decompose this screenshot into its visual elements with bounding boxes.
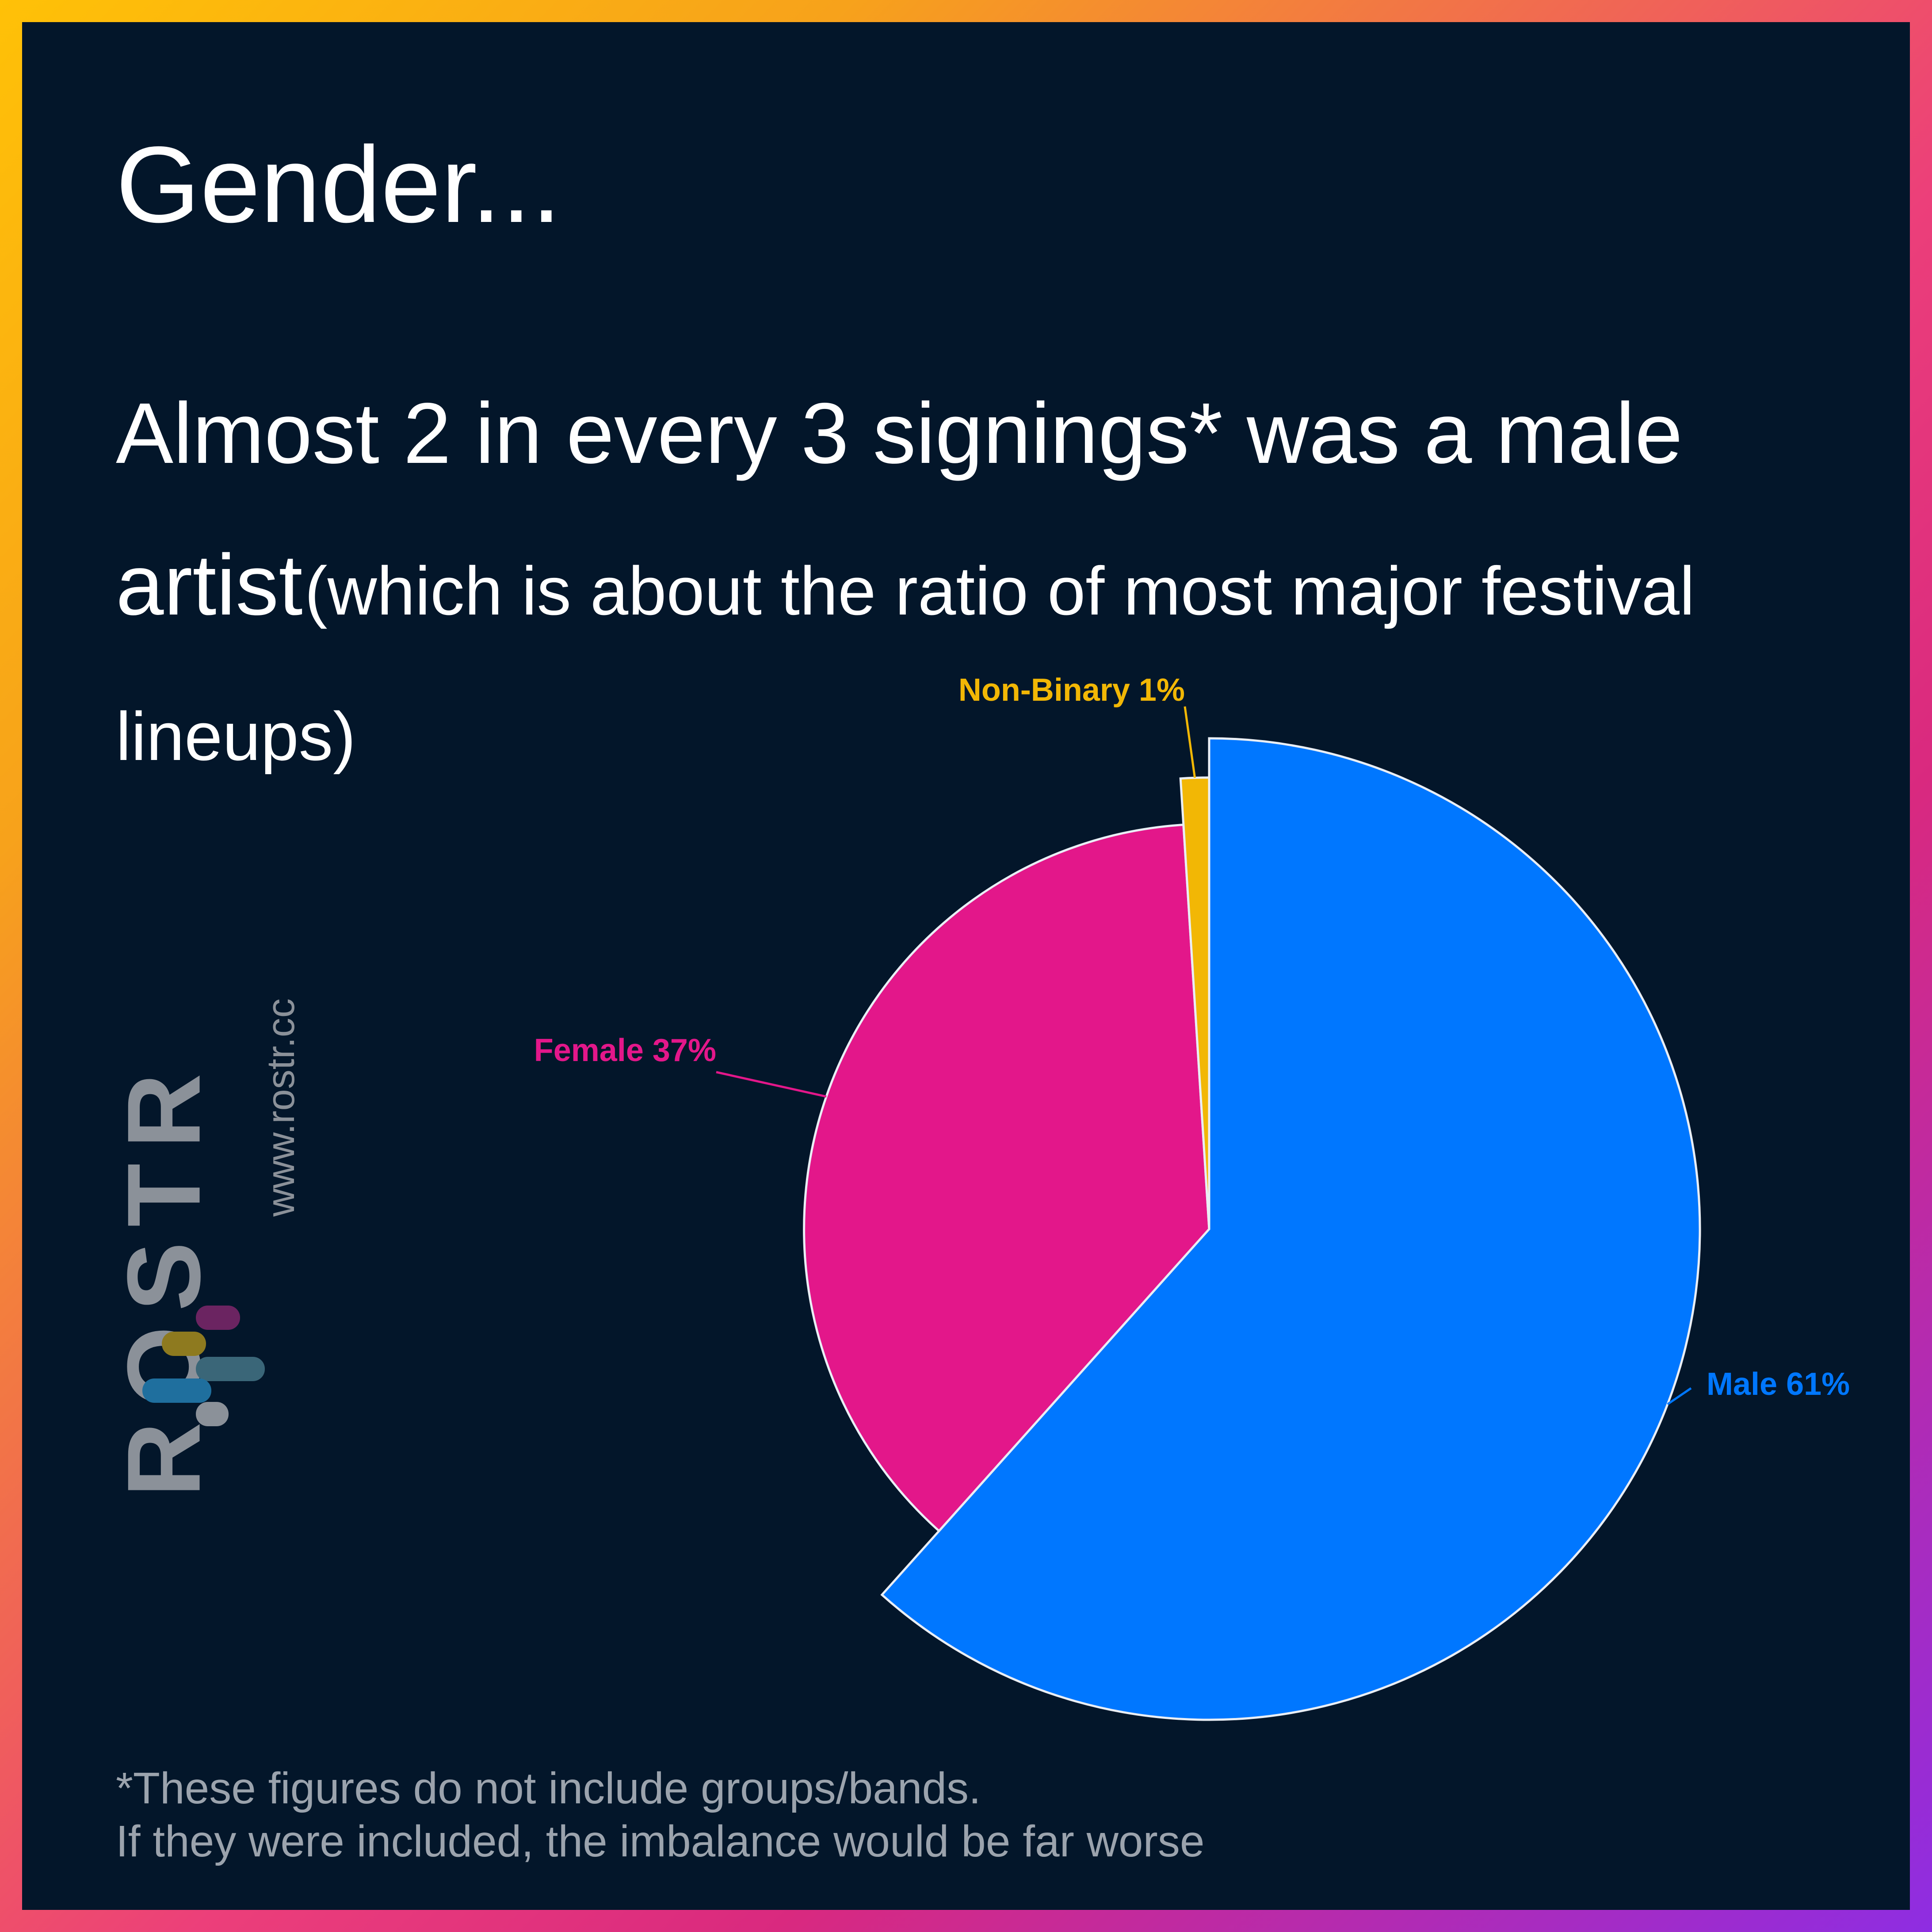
- logo-bar-4: [142, 1378, 211, 1403]
- pie-slice-non-binary: [1179, 776, 1210, 1229]
- data-label-non-binary: Non-Binary 1%: [958, 672, 1185, 708]
- logo-bar-1: [196, 1306, 240, 1330]
- logo-icon: [142, 1306, 265, 1426]
- subtitle-note: (which is about the ratio of most major …: [116, 553, 1695, 775]
- footnote-line-1: *These figures do not include groups/ban…: [116, 1764, 981, 1813]
- leader-line-male: [1667, 1387, 1692, 1405]
- page-title: Gender...: [116, 124, 561, 245]
- data-label-female: Female 37%: [534, 1033, 716, 1068]
- footnote-line-2: If they were included, the imbalance wou…: [116, 1817, 1205, 1866]
- subtitle: Almost 2 in every 3 signings* was a male…: [116, 371, 1840, 820]
- pie-slice-male: [880, 737, 1701, 1721]
- logo-bar-3: [196, 1357, 265, 1381]
- leader-line-non-binary: [1184, 706, 1196, 778]
- data-label-male: Male 61%: [1707, 1367, 1850, 1402]
- logo-bar-2: [162, 1332, 206, 1356]
- logo-bar-5: [196, 1402, 229, 1426]
- footnote: *These figures do not include groups/ban…: [116, 1762, 1204, 1868]
- subtitle-main: Almost 2 in every 3 signings* was a male…: [116, 385, 1683, 633]
- leader-line-female: [716, 1071, 827, 1098]
